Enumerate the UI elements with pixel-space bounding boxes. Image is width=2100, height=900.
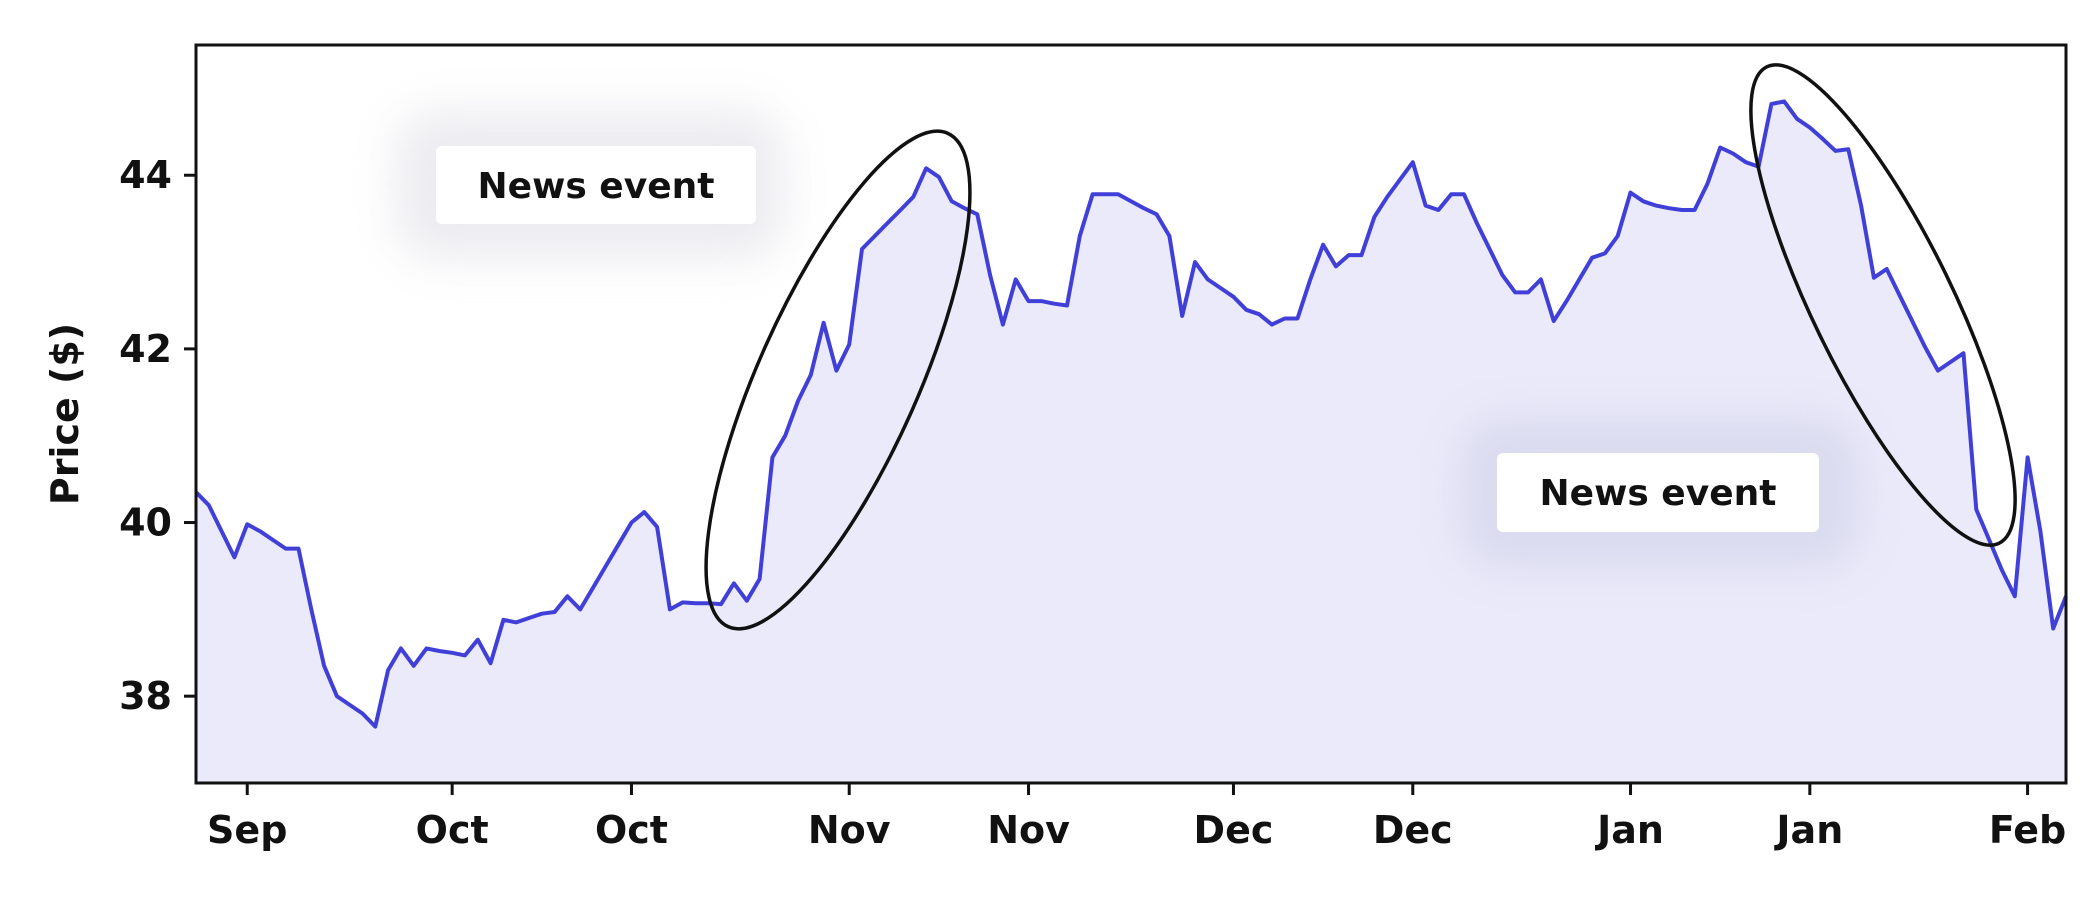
annotation-1-ellipse <box>704 129 972 631</box>
x-tick-label: Sep <box>207 808 287 852</box>
annotation-2: News event <box>1460 63 2017 568</box>
x-tick-label: Jan <box>1773 808 1843 852</box>
y-tick-label: 42 <box>119 327 172 371</box>
x-tick-label: Dec <box>1194 808 1274 852</box>
series-line <box>194 99 2068 729</box>
y-tick-label: 40 <box>119 501 172 545</box>
x-tick-label: Jan <box>1594 808 1664 852</box>
x-tick-label: Oct <box>416 808 489 852</box>
x-tick-label: Nov <box>808 808 891 852</box>
annotation-1-label: News event <box>478 166 715 207</box>
x-tick-label: Dec <box>1373 808 1453 852</box>
y-axis-label: Price ($) <box>43 323 87 505</box>
annotation-2-ellipse <box>1749 63 2017 547</box>
plot-area <box>194 99 2068 783</box>
x-axis: Sep Oct Oct Nov Nov Dec Dec Jan Jan Feb <box>207 783 2066 852</box>
x-tick-label: Feb <box>1989 808 2066 852</box>
area-fill <box>196 101 2066 783</box>
annotation-2-box <box>1497 453 1819 532</box>
plot-frame <box>194 43 2068 785</box>
annotation-1: News event <box>395 110 972 631</box>
annotation-1-box <box>436 146 756 224</box>
y-axis: 38 40 42 44 <box>119 153 196 718</box>
y-tick-label: 44 <box>119 153 172 197</box>
y-tick-label: 38 <box>119 674 172 718</box>
x-tick-label: Oct <box>595 808 668 852</box>
x-tick-label: Nov <box>987 808 1070 852</box>
annotation-2-label: News event <box>1540 473 1777 514</box>
